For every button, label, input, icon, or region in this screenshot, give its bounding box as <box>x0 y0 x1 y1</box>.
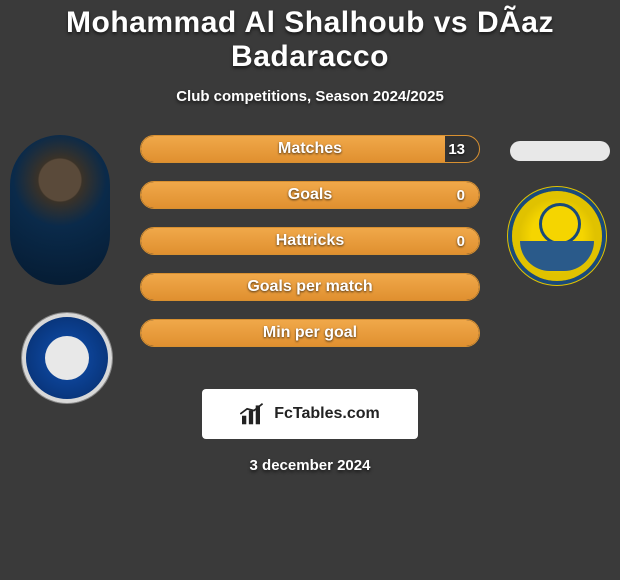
stat-bar: Goals per match <box>140 273 480 301</box>
comparison-panel: Matches 13 Goals 0 Hattricks 0 Goals per… <box>0 135 620 474</box>
stat-bar-right-value: 0 <box>457 228 465 254</box>
player-right-photo <box>510 141 610 161</box>
stat-bar-label: Min per goal <box>141 320 479 346</box>
player-left-photo-placeholder <box>10 135 110 285</box>
page-title: Mohammad Al Shalhoub vs DÃ­az Badaracco <box>0 0 620 74</box>
stat-bar: Goals 0 <box>140 181 480 209</box>
watermark-text: FcTables.com <box>274 405 380 423</box>
stat-bar-label: Goals <box>141 182 479 208</box>
stat-bar-label: Matches <box>141 136 479 162</box>
watermark: FcTables.com <box>202 389 418 439</box>
stat-bar: Matches 13 <box>140 135 480 163</box>
stat-bar: Hattricks 0 <box>140 227 480 255</box>
stat-bar-right-value: 0 <box>457 182 465 208</box>
stat-bar-label: Goals per match <box>141 274 479 300</box>
club-right-logo <box>512 191 602 281</box>
stat-bars: Matches 13 Goals 0 Hattricks 0 Goals per… <box>140 135 480 347</box>
stat-bar-right-value: 13 <box>448 136 465 162</box>
club-left-logo <box>22 313 112 403</box>
stat-bar-label: Hattricks <box>141 228 479 254</box>
player-left-photo <box>10 135 110 285</box>
page-subtitle: Club competitions, Season 2024/2025 <box>0 88 620 105</box>
bar-chart-icon <box>240 402 268 426</box>
stat-bar: Min per goal <box>140 319 480 347</box>
date-label: 3 december 2024 <box>10 457 610 474</box>
